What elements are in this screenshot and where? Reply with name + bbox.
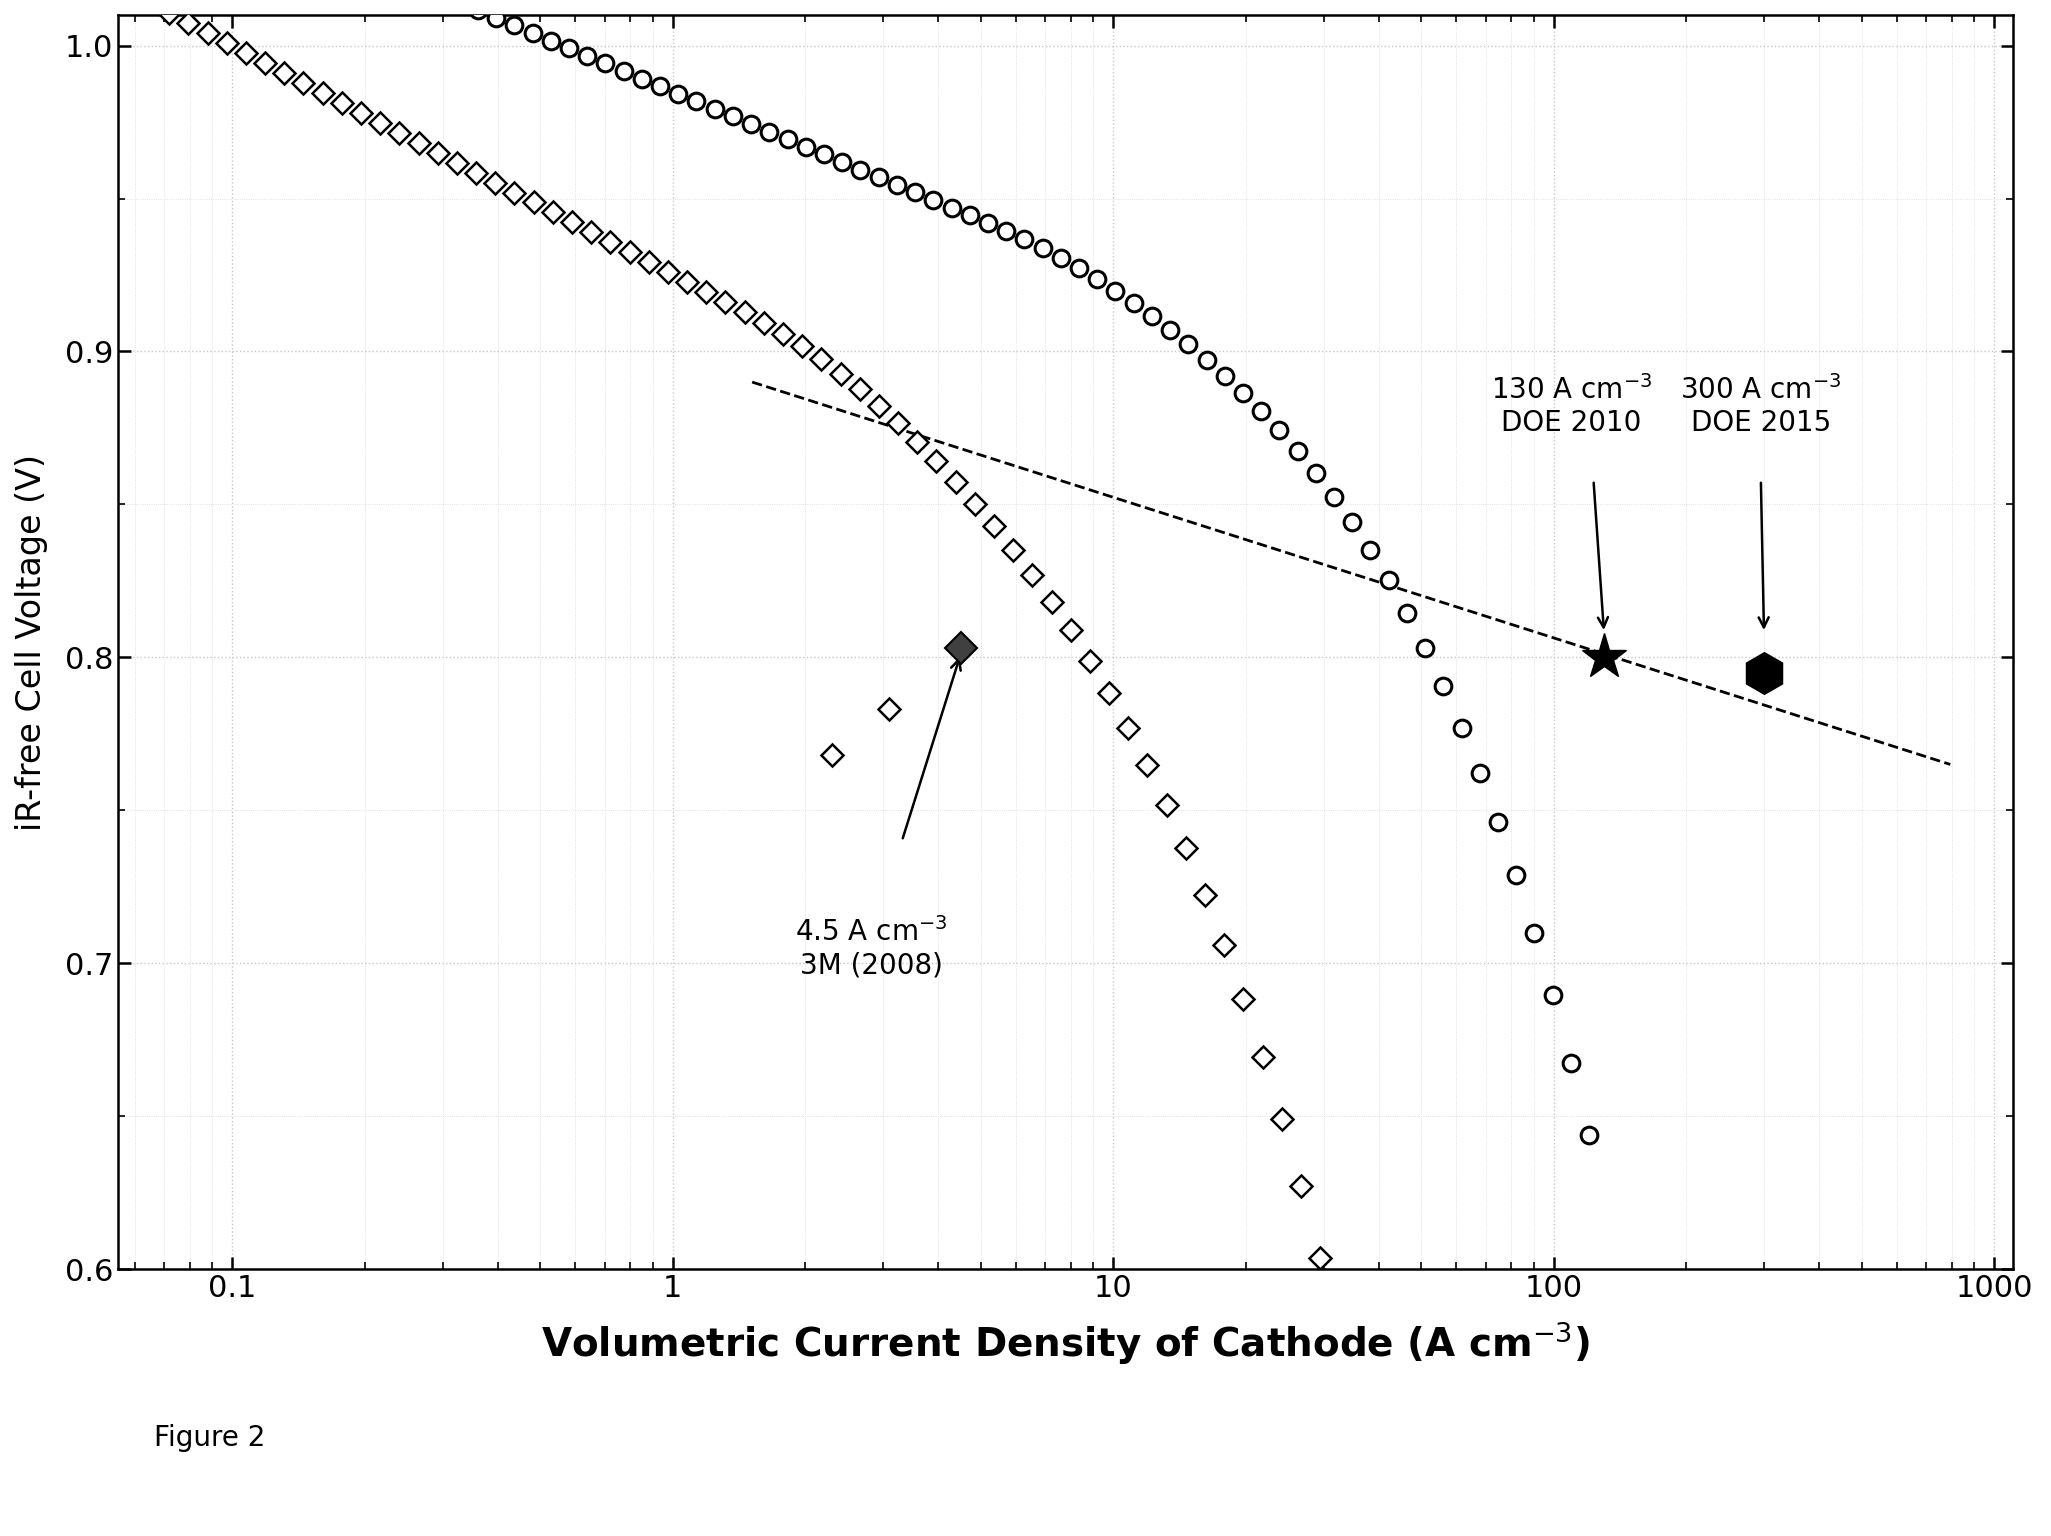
Y-axis label: iR-free Cell Voltage (V): iR-free Cell Voltage (V) bbox=[14, 453, 47, 831]
Text: 4.5 A cm$^{-3}$
3M (2008): 4.5 A cm$^{-3}$ 3M (2008) bbox=[796, 917, 948, 980]
Text: Figure 2: Figure 2 bbox=[154, 1424, 265, 1452]
Text: 130 A cm$^{-3}$
DOE 2010: 130 A cm$^{-3}$ DOE 2010 bbox=[1491, 375, 1653, 438]
Text: 300 A cm$^{-3}$
DOE 2015: 300 A cm$^{-3}$ DOE 2015 bbox=[1680, 375, 1842, 438]
X-axis label: Volumetric Current Density of Cathode (A cm$^{-3}$): Volumetric Current Density of Cathode (A… bbox=[541, 1319, 1590, 1367]
